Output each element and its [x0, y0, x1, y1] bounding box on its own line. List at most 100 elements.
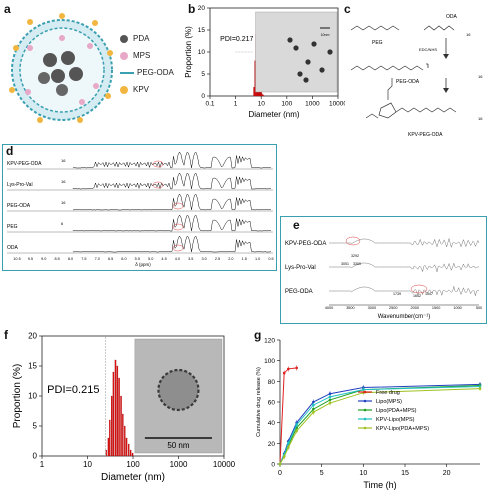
- legend-marker: [364, 418, 367, 421]
- x-tick-label: 6.5: [108, 257, 113, 261]
- x-tick-label: 3.5: [188, 257, 193, 261]
- highlight-circle: [346, 237, 360, 245]
- label-oda: ODA: [446, 14, 458, 20]
- y-tick-label: 100: [264, 358, 275, 365]
- synthesis-scheme: PEG ODA 16 EDC/NHS PEG-ODA 16 16 KPV-PEG…: [346, 8, 489, 143]
- y-axis-label: Proportion (%): [12, 364, 23, 428]
- x-tick-label: 3500: [346, 306, 354, 310]
- x-tick-label: 4.0: [175, 257, 180, 261]
- label-sub-16a: 16: [466, 32, 471, 37]
- structure-subscript: 16: [61, 158, 66, 163]
- x-tick-label: 3.0: [202, 257, 207, 261]
- x-tick-label: 7.5: [81, 257, 86, 261]
- legend-label: Free drug: [376, 390, 400, 396]
- highlight-circle: [173, 245, 183, 251]
- squiggle-chain-icon: [120, 72, 134, 74]
- label-sub-16c: 16: [478, 116, 483, 121]
- y-tick-label: 5: [33, 422, 38, 431]
- x-tick-label: 2000: [410, 306, 418, 310]
- x-tick-label: 10: [359, 470, 367, 477]
- highlight-circle: [153, 161, 163, 167]
- x-tick-label: 1000: [453, 306, 461, 310]
- histogram-bar: [115, 360, 116, 456]
- y-tick-label: 40: [268, 420, 276, 427]
- x-axis-label: Time (h): [363, 480, 396, 490]
- legend-marker: [364, 427, 367, 430]
- highlight-circle: [173, 224, 183, 230]
- x-tick-label: 1.0: [255, 257, 260, 261]
- y-tick-label: 20: [198, 5, 206, 12]
- x-tick-label: 10: [258, 101, 266, 108]
- peak-annotation: 1642: [413, 294, 421, 298]
- x-tick-label: 0: [278, 470, 282, 477]
- structure-subscript: 16: [61, 200, 66, 205]
- nanoparticle: [297, 71, 302, 76]
- chart-g: 0 5 10 15 20 0 20 40 60 80 100 120 Time (h) Cumulativ…: [248, 330, 489, 500]
- histogram-bar: [108, 438, 109, 456]
- histogram-bar: [117, 366, 118, 456]
- x-tick-label: 4000: [325, 306, 333, 310]
- x-tick-label: 4.5: [161, 257, 166, 261]
- trace-label: KPV-PEG-ODA: [7, 161, 42, 167]
- nanoparticle: [319, 67, 324, 72]
- nanoparticle: [293, 45, 298, 50]
- label-kpv-peg-oda: KPV-PEG-ODA: [408, 132, 443, 138]
- chart-e: KPV-PEG-ODA Lys-Pro-Val PEG-ODA 32923051 330…: [281, 217, 486, 323]
- nanoparticle: [327, 49, 332, 54]
- ftir-trace: [329, 239, 479, 248]
- x-tick-label: 3000: [368, 306, 376, 310]
- nmr-trace: [73, 194, 271, 210]
- y-axis-label: Proportion (%): [184, 26, 193, 78]
- chart-d: KPV-PEG-ODA Lys-Pro-Val PEG-ODA PEG ODA 16 16 1…: [3, 145, 276, 270]
- nmr-trace: [73, 152, 271, 168]
- x-tick-label: 20: [443, 470, 451, 477]
- x-tick-label: 100: [126, 460, 140, 469]
- nanoparticle: [311, 41, 316, 46]
- series-line: [280, 384, 480, 464]
- x-tick-label: 2.5: [215, 257, 220, 261]
- x-tick-label: 8.5: [54, 257, 59, 261]
- x-tick-label: 1: [234, 101, 238, 108]
- y-tick-label: 20: [268, 441, 276, 448]
- x-tick-label: 1: [40, 460, 45, 469]
- peak-annotation: 3300: [353, 262, 361, 266]
- legend-label: KPV-Lipo(MPS): [376, 417, 415, 423]
- legend-label: Lipo(MPS): [376, 399, 402, 405]
- y-axis-label: Cumulative drug release (%): [256, 367, 262, 437]
- x-tick-label: 9.5: [28, 257, 33, 261]
- x-tick-label: 8.0: [68, 257, 73, 261]
- legend-marker: [364, 409, 367, 412]
- x-tick-label: 2500: [389, 306, 397, 310]
- x-axis-label: Diameter (nm): [101, 472, 165, 483]
- histogram-bar: [128, 444, 129, 456]
- x-tick-label: 100: [281, 101, 292, 108]
- x-tick-label: 1.5: [242, 257, 247, 261]
- y-tick-label: 10: [28, 392, 37, 401]
- x-tick-label: 2.0: [228, 257, 233, 261]
- nanoparticle: [287, 37, 292, 42]
- highlight-circle: [153, 182, 163, 188]
- x-tick-label: 5.5: [135, 257, 140, 261]
- x-tick-label: 10: [83, 460, 92, 469]
- histogram-bar: [126, 438, 127, 456]
- y-tick-label: 15: [198, 27, 206, 34]
- x-tick-label: 1000: [305, 101, 320, 108]
- x-tick-label: 0.1: [205, 101, 214, 108]
- nanoparticle: [305, 59, 310, 64]
- x-tick-label: 9.0: [41, 257, 46, 261]
- y-tick-label: 60: [268, 400, 276, 407]
- histogram-bar: [113, 372, 114, 456]
- y-tick-label: 120: [264, 338, 275, 345]
- scale-label: 50 nm: [167, 441, 190, 450]
- pink-sphere-icon: [120, 52, 128, 60]
- tem-inset: [256, 12, 337, 92]
- histogram-bar: [132, 453, 133, 456]
- y-tick-label: 10: [198, 49, 206, 56]
- x-tick-label: 15: [401, 470, 409, 477]
- trace-label: Lys-Pro-Val: [7, 182, 33, 188]
- y-tick-label: 0: [33, 452, 38, 461]
- pdi-text: PDI=0.217: [220, 36, 253, 43]
- histogram-bar: [109, 420, 110, 456]
- chart-f: 1 10 100 1000 10000 0 5 10 15 20 Diameter (nm) Prop…: [0, 330, 240, 500]
- yellow-sphere-icon: [120, 86, 128, 94]
